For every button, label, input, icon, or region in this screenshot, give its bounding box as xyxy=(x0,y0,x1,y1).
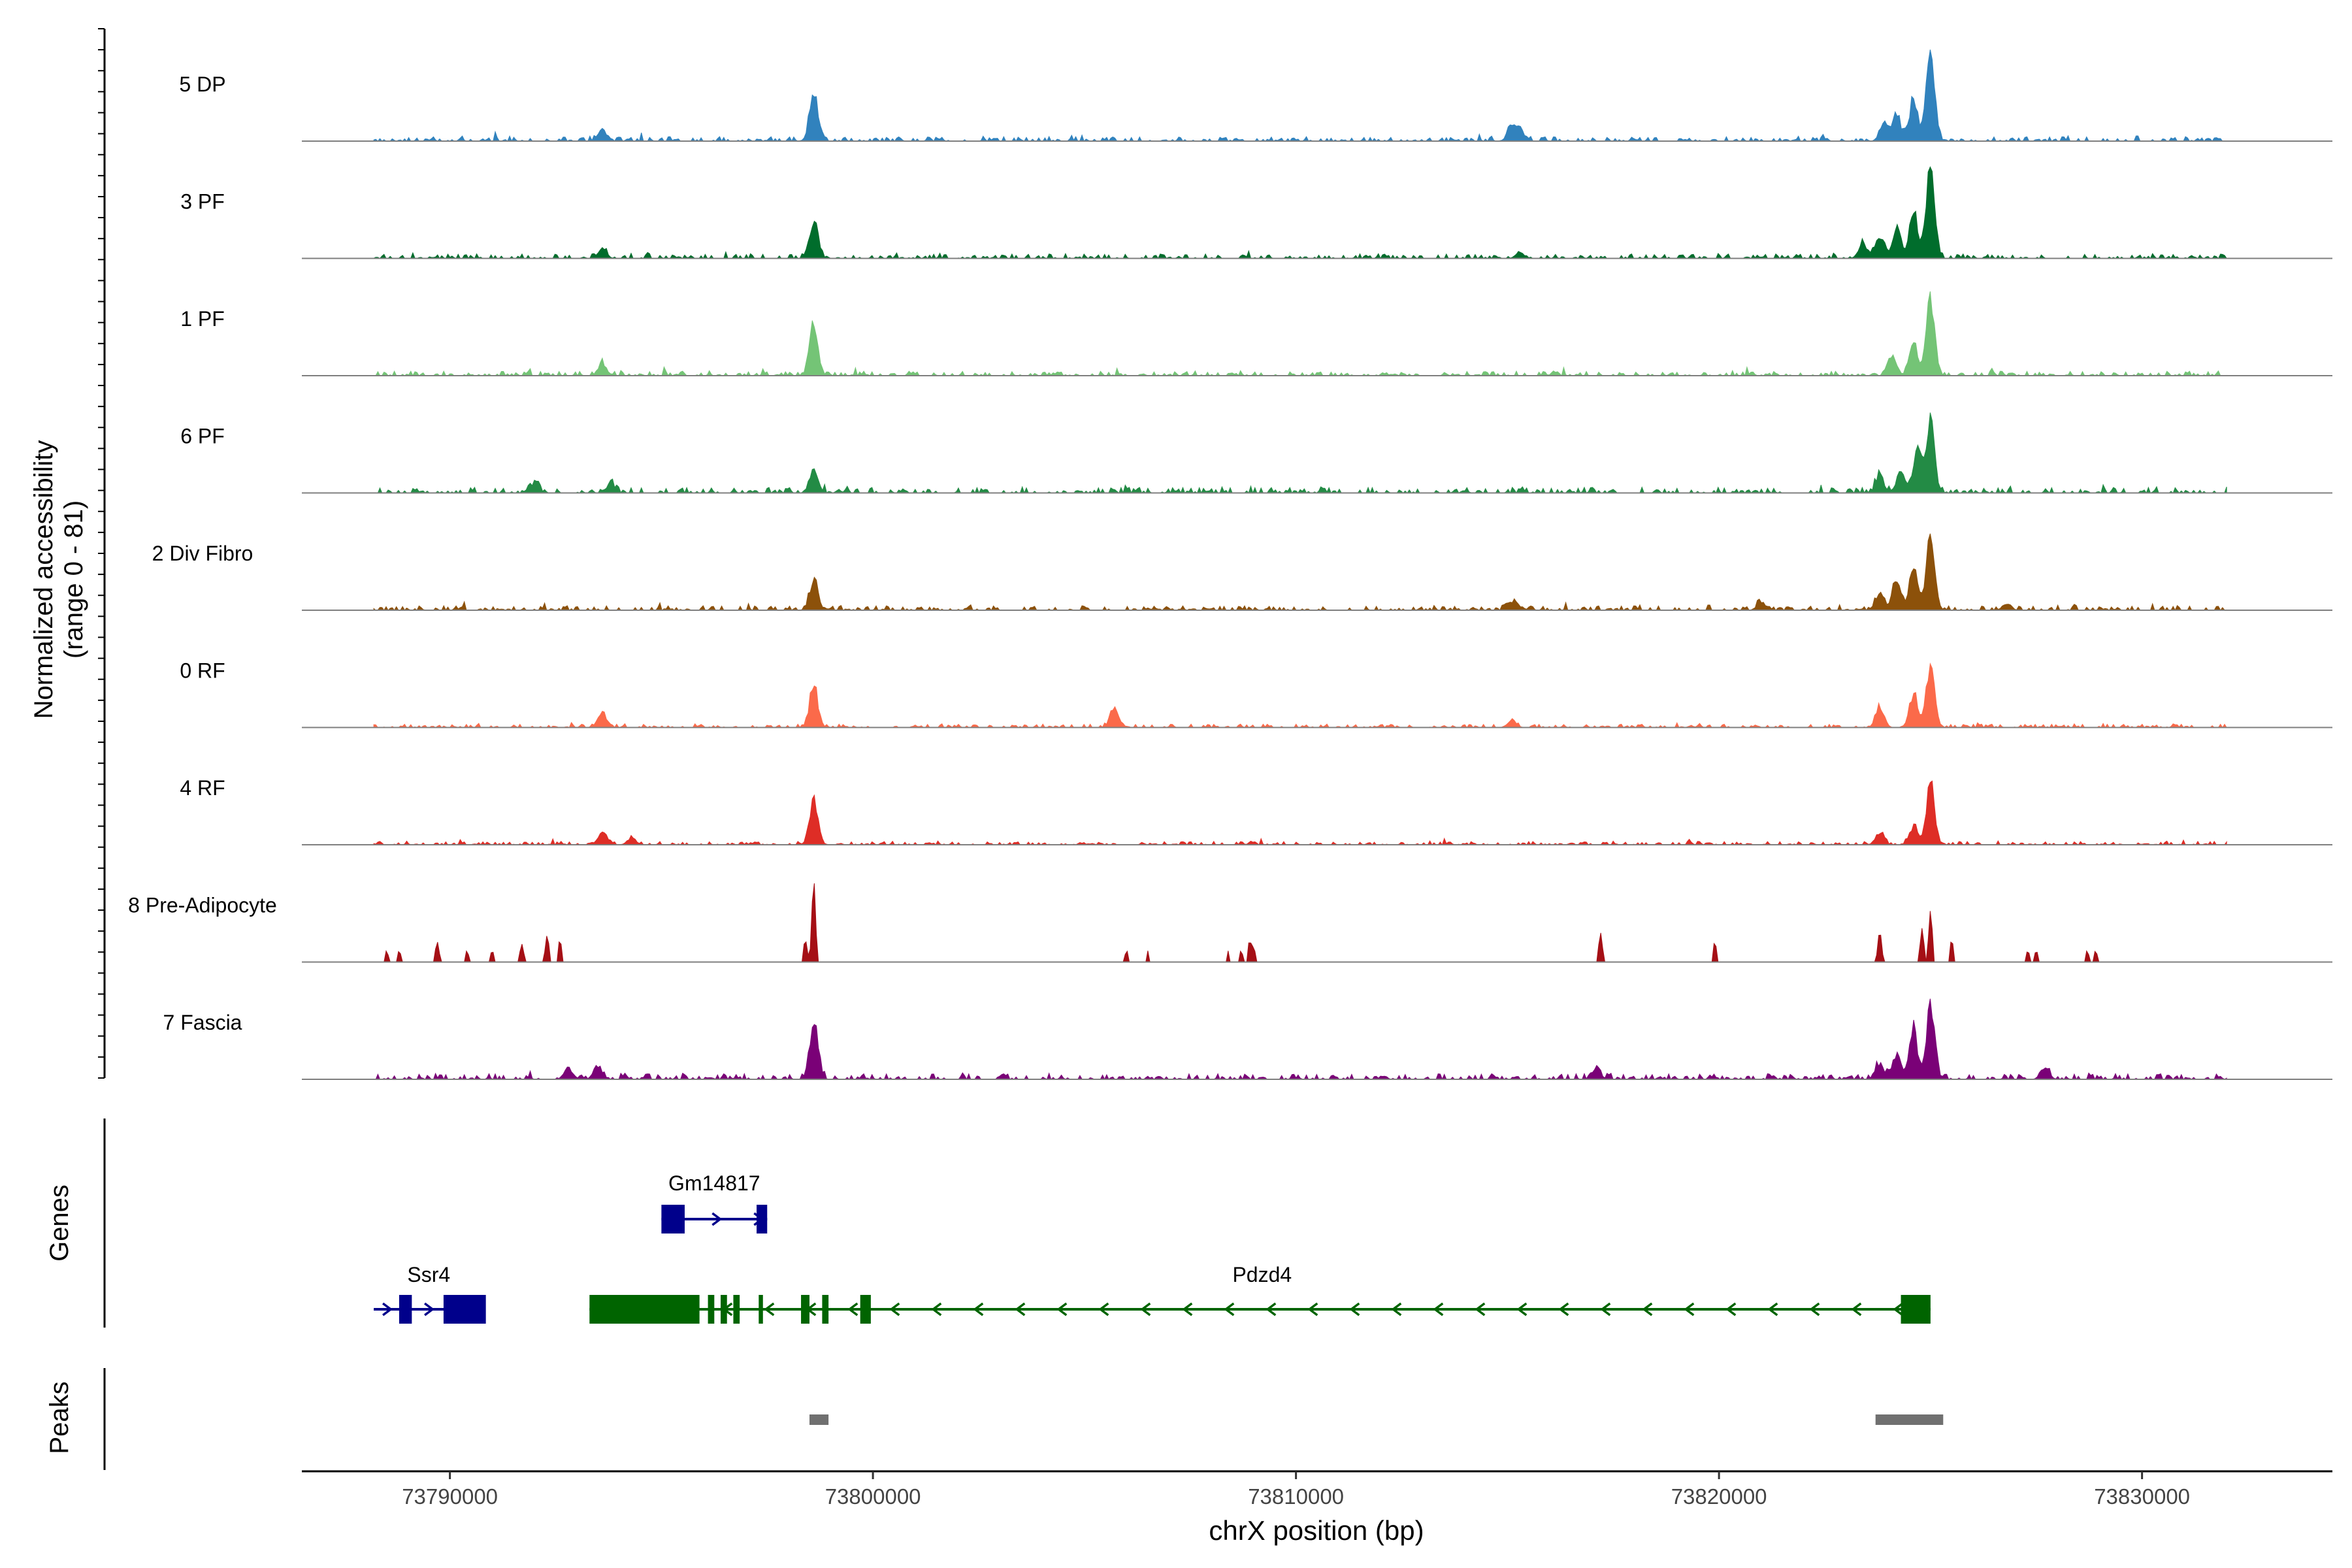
gene-exon xyxy=(399,1295,412,1324)
gene-exon xyxy=(589,1295,700,1324)
strand-arrow xyxy=(1098,1302,1109,1316)
genes-panel-title: Genes xyxy=(45,1184,74,1262)
gene-exon xyxy=(661,1205,685,1233)
strand-arrow xyxy=(1725,1302,1737,1316)
strand-arrow xyxy=(1558,1302,1569,1316)
y-axis-title: Normalized accessibility xyxy=(29,440,58,719)
track-label: 8 Pre-Adipocyte xyxy=(128,894,277,917)
strand-arrow xyxy=(1851,1302,1862,1316)
track-label: 0 RF xyxy=(180,659,225,683)
strand-arrow xyxy=(711,1212,723,1226)
track-7-fascia: 7 Fascia xyxy=(163,998,2332,1081)
gene-exon xyxy=(822,1295,829,1324)
gene-label: Gm14817 xyxy=(668,1171,760,1195)
x-tick-label: 73800000 xyxy=(825,1484,921,1509)
track-label: 3 PF xyxy=(180,190,225,214)
strand-arrow xyxy=(1642,1302,1653,1316)
gene-label: Pdzd4 xyxy=(1232,1263,1292,1286)
coverage-area xyxy=(373,780,2227,846)
track-5-dp: 5 DP xyxy=(179,49,2332,142)
y-axis-subtitle: (range 0 - 81) xyxy=(59,500,88,659)
gene-exon xyxy=(443,1295,486,1324)
coverage-y-axis xyxy=(98,28,106,1079)
coverage-area xyxy=(373,49,2227,142)
strand-arrow xyxy=(764,1302,775,1316)
strand-arrow xyxy=(1433,1302,1444,1316)
x-tick-label: 73790000 xyxy=(402,1484,498,1509)
strand-arrow xyxy=(1893,1302,1904,1316)
coverage-area xyxy=(374,291,2227,377)
track-2-div-fibro: 2 Div Fibro xyxy=(152,533,2332,612)
track-1-pf: 1 PF xyxy=(180,291,2332,377)
x-tick-label: 73830000 xyxy=(2094,1484,2190,1509)
gene-pdzd4: Pdzd4 xyxy=(589,1263,1931,1324)
track-0-rf: 0 RF xyxy=(180,659,2332,728)
gene-exon xyxy=(759,1295,763,1324)
peaks-panel-title: Peaks xyxy=(45,1381,74,1454)
peak-region xyxy=(809,1414,829,1425)
strand-arrow xyxy=(1516,1302,1527,1316)
gene-exon xyxy=(801,1295,809,1324)
strand-arrow xyxy=(1600,1302,1611,1316)
coverage-area xyxy=(373,166,2227,259)
strand-arrow xyxy=(1391,1302,1402,1316)
strand-arrow xyxy=(1349,1302,1360,1316)
strand-arrow xyxy=(889,1302,900,1316)
strand-arrow xyxy=(1056,1302,1068,1316)
x-tick-label: 73810000 xyxy=(1248,1484,1344,1509)
coverage-tracks: 5 DP 3 PF 1 PF 6 PF 2 Div Fibro 0 RF 4 RF 8 Pre… xyxy=(128,49,2332,1081)
track-6-pf: 6 PF xyxy=(180,412,2332,495)
track-label: 6 PF xyxy=(180,425,225,448)
coverage-area xyxy=(374,883,2227,962)
track-3-pf: 3 PF xyxy=(180,166,2332,259)
strand-arrow xyxy=(382,1302,393,1316)
strand-arrow xyxy=(931,1302,942,1316)
track-label: 1 PF xyxy=(180,307,225,331)
strand-arrow xyxy=(1767,1302,1778,1316)
track-label: 5 DP xyxy=(179,73,225,96)
strand-arrow xyxy=(1809,1302,1820,1316)
gene-label: Ssr4 xyxy=(407,1263,450,1286)
gene-exon xyxy=(733,1295,740,1324)
gene-exon xyxy=(860,1295,871,1324)
strand-arrow xyxy=(1015,1302,1026,1316)
x-axis: 73790000 73800000 73810000 73820000 73830000 xyxy=(302,1470,2332,1509)
gene-exon xyxy=(757,1205,768,1233)
strand-arrow xyxy=(1224,1302,1235,1316)
peaks-panel xyxy=(103,1368,1944,1470)
gene-annotation-panel: Gm14817 Ssr4 Pdzd4 xyxy=(103,1119,1931,1328)
gene-exon xyxy=(708,1295,715,1324)
x-tick-label: 73820000 xyxy=(1671,1484,1767,1509)
track-label: 7 Fascia xyxy=(163,1011,242,1034)
track-label: 2 Div Fibro xyxy=(152,542,253,565)
strand-arrow xyxy=(1182,1302,1193,1316)
coverage-area xyxy=(373,998,2227,1081)
track-label: 4 RF xyxy=(180,776,225,800)
gene-gm14817: Gm14817 xyxy=(661,1171,768,1233)
strand-arrow xyxy=(973,1302,984,1316)
gene-exon xyxy=(1901,1295,1931,1324)
strand-arrow xyxy=(847,1302,858,1316)
strand-arrow xyxy=(1266,1302,1277,1316)
peak-region xyxy=(1875,1414,1944,1425)
track-8-pre-adipocyte: 8 Pre-Adipocyte xyxy=(128,883,2332,963)
x-axis-title: chrX position (bp) xyxy=(1209,1515,1424,1546)
coverage-area xyxy=(373,412,2227,495)
coverage-area xyxy=(373,533,2227,612)
strand-arrow xyxy=(424,1302,434,1316)
strand-arrow xyxy=(1684,1302,1695,1316)
gene-ssr4: Ssr4 xyxy=(374,1263,486,1324)
strand-arrow xyxy=(1307,1302,1318,1316)
strand-arrow xyxy=(1475,1302,1486,1316)
track-4-rf: 4 RF xyxy=(180,776,2332,846)
coverage-area xyxy=(373,662,2228,728)
gene-exon xyxy=(721,1295,727,1324)
strand-arrow xyxy=(1140,1302,1151,1316)
